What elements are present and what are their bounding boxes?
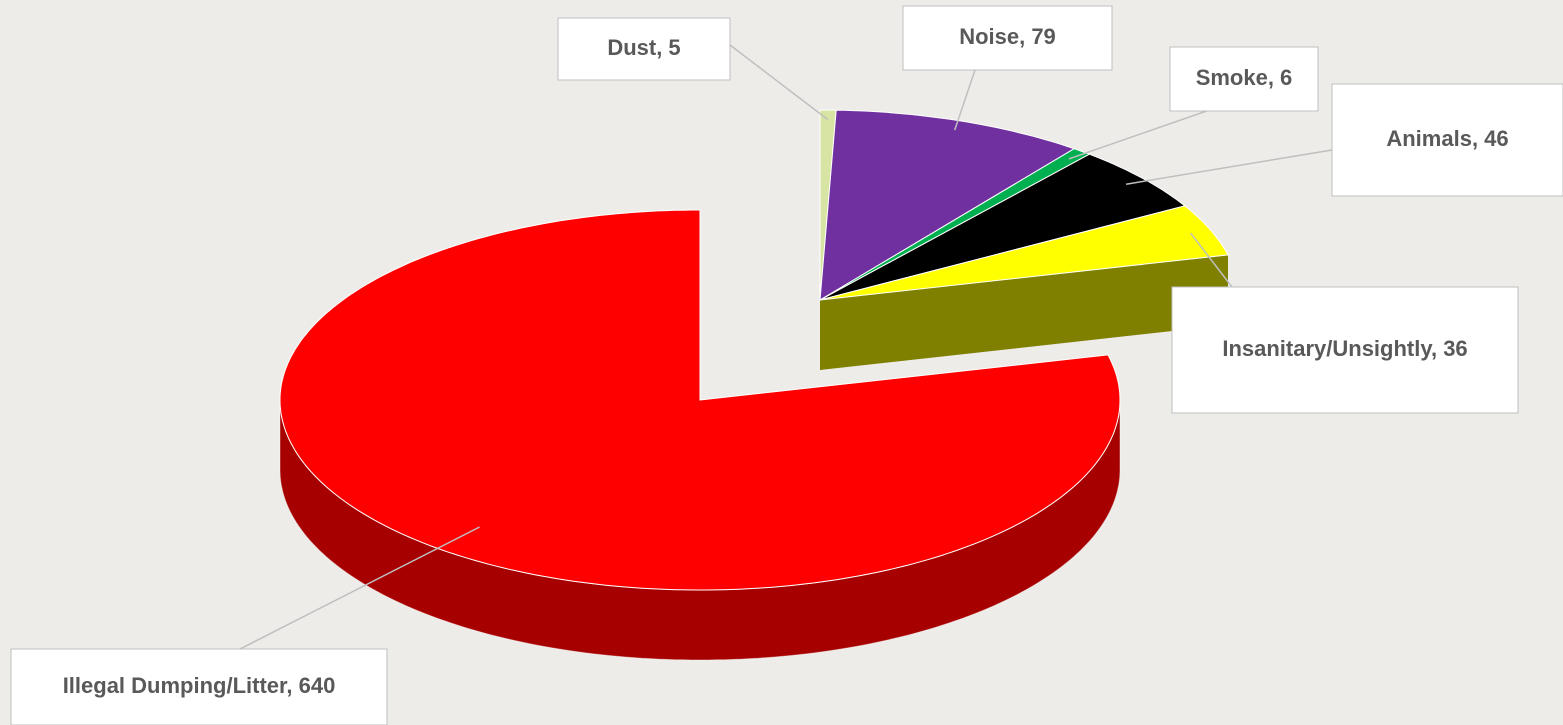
- leader-line: [729, 44, 829, 121]
- data-label: Illegal Dumping/Litter, 640: [63, 673, 336, 698]
- leader-line: [953, 69, 976, 131]
- data-label: Smoke, 6: [1196, 65, 1293, 90]
- data-label: Animals, 46: [1386, 126, 1508, 151]
- label-box: [1169, 46, 1319, 112]
- label-box: [10, 648, 388, 725]
- slice: [819, 205, 1229, 301]
- data-label: Noise, 79: [959, 24, 1056, 49]
- data-label: Insanitary/Unsightly, 36: [1222, 336, 1467, 361]
- slice: [279, 209, 1121, 591]
- leader-line: [1125, 149, 1333, 185]
- label-box: [1331, 83, 1563, 197]
- tops: [279, 109, 1229, 591]
- slice: [819, 153, 1186, 301]
- label-box: [902, 5, 1113, 71]
- leader-line: [1190, 232, 1233, 288]
- labels: Dust, 5 Noise, 79 Smoke, 6 Animals, 46 Insan…: [10, 5, 1563, 725]
- slice-side: [820, 254, 1228, 370]
- leader-line: [239, 526, 480, 650]
- label-box: [557, 17, 731, 81]
- data-label: Dust, 5: [607, 35, 680, 60]
- label-box: [1171, 286, 1519, 414]
- slice: [819, 109, 1076, 301]
